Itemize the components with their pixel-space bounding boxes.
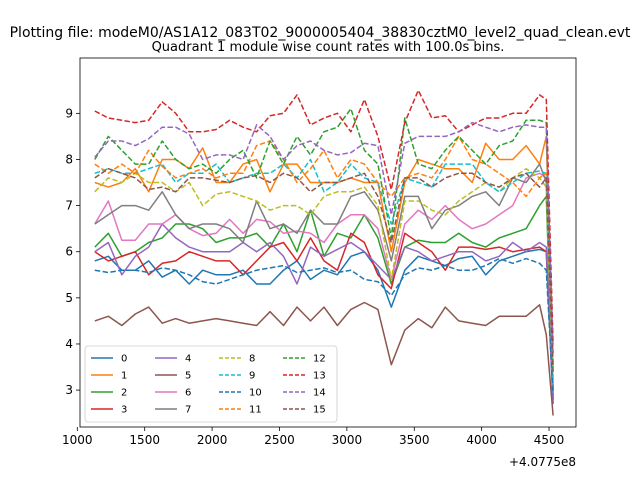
series-line-10 [94,257,554,395]
series-line-14 [94,121,554,354]
x-tick-label: 4000 [466,433,497,447]
legend-label-9: 9 [249,371,255,382]
series-line-5 [94,301,554,416]
series-line-11 [94,135,554,368]
legend-label-2: 2 [121,388,127,399]
legend-label-0: 0 [121,354,127,365]
y-tick-label: 5 [65,291,73,305]
axes-frame [79,57,577,428]
legend-label-6: 6 [185,388,191,399]
x-tick-label: 3500 [399,433,430,447]
series-line-4 [94,223,554,404]
series-line-15 [94,167,554,372]
x-tick-label: 1000 [62,433,93,447]
series-line-12 [94,107,554,368]
y-tick-label: 7 [65,199,73,213]
series-line-3 [94,232,554,400]
legend-label-14: 14 [313,388,326,399]
chart-title: Quadrant 1 module wise count rates with … [152,40,505,55]
legend-label-3: 3 [121,405,127,416]
series-line-0 [94,248,554,404]
x-offset-label: +4.0775e8 [509,455,576,469]
series-line-13 [94,89,554,345]
legend-label-13: 13 [313,371,326,382]
x-tick-label: 4500 [534,433,565,447]
legend-label-11: 11 [249,405,262,416]
x-tick-label: 3000 [332,433,363,447]
y-tick-label: 4 [65,337,73,351]
legend-label-1: 1 [121,371,127,382]
legend-label-4: 4 [185,354,191,365]
legend-label-7: 7 [185,405,191,416]
x-tick-label: 2000 [197,433,228,447]
series-line-1 [94,135,554,391]
series-line-7 [94,163,554,391]
legend-label-5: 5 [185,371,191,382]
y-tick-label: 3 [65,383,73,397]
series-line-6 [94,172,554,391]
legend-label-12: 12 [313,354,326,365]
x-tick-label: 1500 [129,433,160,447]
y-tick-label: 9 [65,106,73,120]
legend-label-8: 8 [249,354,255,365]
x-tick-label: 2500 [264,433,295,447]
plot-area [94,89,554,416]
legend-label-15: 15 [313,405,326,416]
y-tick-label: 8 [65,152,73,166]
legend-label-10: 10 [249,388,262,399]
tick-layer: 1000 1500 2000 2500 3000 3500 4000 4500 3 4 5 6 7 8 9 [62,106,564,447]
series-line-2 [94,195,554,400]
figure-suptitle: Plotting file: modeM0/AS1A12_083T02_9000… [10,25,631,41]
series-line-9 [94,158,554,381]
y-tick-label: 6 [65,245,73,259]
legend-frame [84,345,338,423]
